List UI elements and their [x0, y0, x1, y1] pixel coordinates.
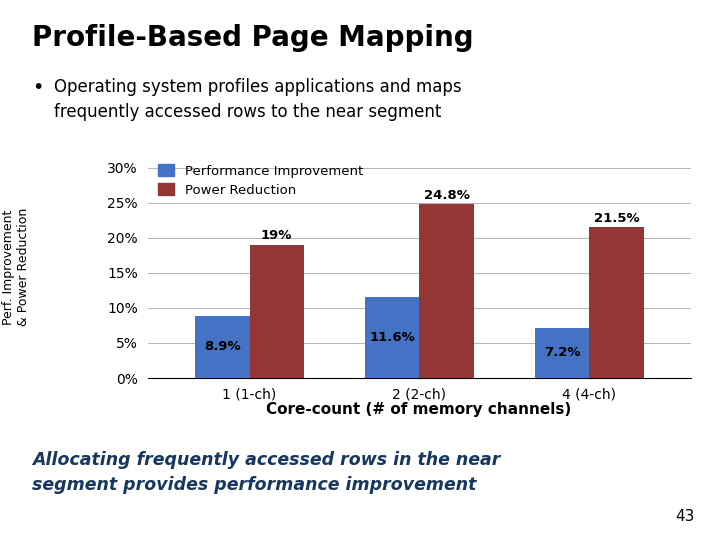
Text: 43: 43 — [675, 509, 695, 524]
Bar — [419, 204, 474, 378]
Bar — [195, 316, 250, 378]
Text: 24.8%: 24.8% — [423, 188, 469, 201]
Legend: Performance Improvement, Power Reduction: Performance Improvement, Power Reduction — [154, 160, 366, 200]
Text: Operating system profiles applications and maps
frequently accessed rows to the : Operating system profiles applications a… — [54, 78, 462, 122]
Bar — [365, 297, 419, 378]
Bar — [589, 227, 644, 378]
Text: Allocating frequently accessed rows in the near
segment provides performance imp: Allocating frequently accessed rows in t… — [32, 451, 501, 494]
Text: 11.6%: 11.6% — [369, 331, 415, 344]
Bar — [250, 245, 304, 378]
Text: Perf. Improvement
& Power Reduction: Perf. Improvement & Power Reduction — [2, 208, 30, 326]
Text: 21.5%: 21.5% — [594, 212, 639, 225]
Text: 19%: 19% — [261, 229, 292, 242]
Text: 8.9%: 8.9% — [204, 340, 240, 353]
Text: Profile-Based Page Mapping: Profile-Based Page Mapping — [32, 24, 474, 52]
Bar — [535, 328, 589, 378]
Text: Core-count (# of memory channels): Core-count (# of memory channels) — [266, 402, 572, 417]
Text: 7.2%: 7.2% — [544, 346, 580, 359]
Text: •: • — [32, 78, 44, 97]
